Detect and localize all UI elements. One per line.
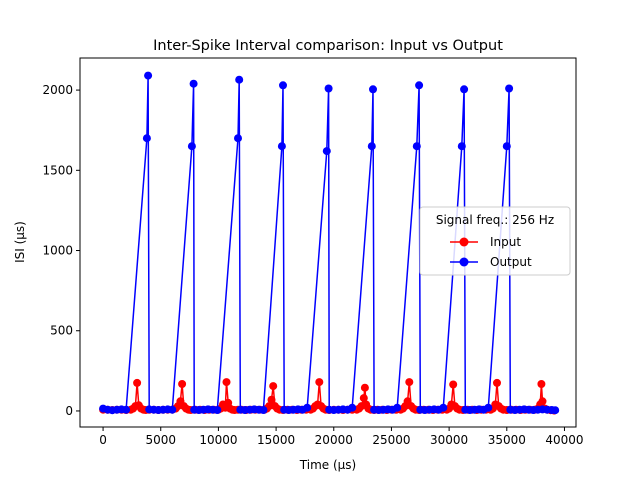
plot-layer [99,71,560,415]
output-point [277,142,286,151]
chart-title: Inter-Spike Interval comparison: Input v… [153,38,503,54]
input-point [360,383,369,392]
output-point [505,84,514,93]
legend-box [419,206,571,276]
output-point [460,85,469,94]
legend-output-label: Output [490,255,532,269]
input-point [267,395,276,404]
y-axis-label: ISI (μs) [13,221,27,263]
output-point [144,71,153,80]
output-point [168,405,177,414]
x-tick-label: 0 [99,433,107,447]
legend: Signal freq.: 256 Hz Input Output [419,206,571,276]
output-point [235,75,244,84]
output-point [369,85,377,94]
x-tick-label: 15000 [257,433,295,447]
legend-input-marker [459,237,469,247]
plot-frame [79,57,577,428]
output-point [415,81,424,90]
legend-output-marker [459,257,469,267]
y-tick-label: 1000 [42,244,73,258]
output-point [234,134,242,143]
output-point [303,403,312,412]
output-point [412,142,421,151]
input-point [222,378,231,387]
input-point [265,402,274,411]
input-point [493,378,501,387]
x-tick-label: 20000 [315,433,353,447]
x-tick-label: 10000 [199,433,237,447]
input-point [449,380,458,389]
output-point [322,147,331,156]
input-point [538,397,547,406]
output-point [502,142,511,151]
legend-title: Signal freq.: 256 Hz [436,213,554,227]
x-tick-label: 40000 [545,433,583,447]
output-point [142,134,151,143]
output-point [279,81,287,90]
output-point [484,403,493,412]
output-point [551,406,560,415]
output-point [439,403,448,412]
x-tick-label: 25000 [372,433,410,447]
x-tick-label: 5000 [145,433,176,447]
output-point [259,406,268,414]
output-point [324,84,333,93]
y-tick-label: 2000 [42,83,73,97]
y-axis: 0 500 1000 1500 2000 [42,83,80,418]
input-point [315,378,324,387]
output-point [187,142,196,151]
y-tick-label: 0 [65,404,73,418]
x-axis: 0 5000 10000 15000 20000 25000 30000 35000 40000 [99,427,584,447]
y-tick-label: 500 [50,324,73,338]
output-point [122,405,131,414]
output-point [189,79,198,88]
legend-input-label: Input [490,235,521,249]
input-point [178,380,187,388]
x-tick-label: 35000 [488,433,526,447]
input-point [269,382,278,391]
output-point [348,403,357,412]
x-axis-label: Time (μs) [299,458,356,472]
output-point [393,403,402,412]
y-tick-label: 1500 [42,163,73,177]
input-point [133,378,142,387]
output-point [367,142,376,151]
input-point [359,394,368,403]
input-point [405,378,414,387]
input-point [537,380,546,388]
output-point [457,142,466,151]
output-point [213,406,222,414]
x-tick-label: 30000 [430,433,468,447]
